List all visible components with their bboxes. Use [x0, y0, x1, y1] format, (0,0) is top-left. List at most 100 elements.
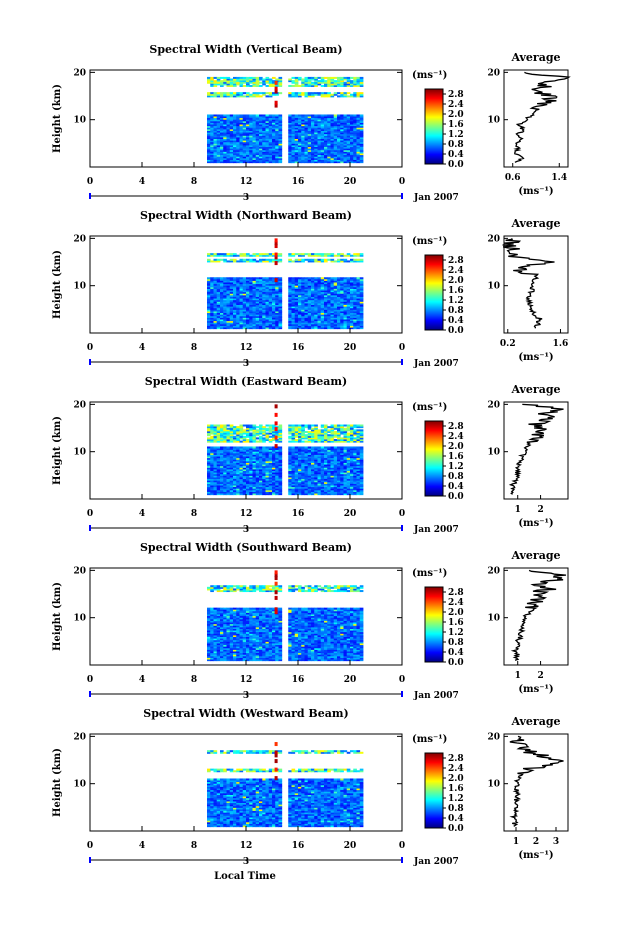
heatmap-cell	[298, 320, 302, 323]
heatmap-cell	[216, 124, 221, 127]
heatmap-cell	[262, 430, 266, 433]
heatmap-cell	[346, 254, 351, 257]
heatmap-cell	[223, 301, 227, 304]
heatmap-cell	[220, 146, 224, 149]
heatmap-cell	[291, 480, 296, 483]
heatmap-cell	[236, 472, 240, 475]
heatmap-cell	[275, 452, 279, 455]
heatmap-cell	[246, 124, 250, 127]
heatmap-cell	[268, 424, 273, 427]
heatmap-cell	[311, 325, 315, 328]
heatmap-cell	[249, 486, 253, 489]
heatmap-cell	[301, 478, 305, 481]
heatmap-cell	[226, 159, 231, 162]
heatmap-cell	[216, 151, 221, 154]
heatmap-cell	[226, 153, 231, 156]
heatmap-cell	[220, 140, 224, 143]
heatmap-cell	[262, 477, 266, 480]
heatmap-cell	[213, 153, 218, 156]
heatmap-cell	[236, 312, 240, 315]
heatmap-cell	[301, 435, 305, 438]
heatmap-cell	[242, 288, 247, 291]
heatmap-cell	[265, 470, 270, 473]
heatmap-cell	[272, 465, 276, 468]
heatmap-cell	[236, 299, 240, 302]
heatmap-cell	[249, 116, 253, 119]
heatmap-cell	[359, 117, 364, 120]
heatmap-cell	[259, 456, 263, 459]
heatmap-cell	[275, 481, 279, 484]
heatmap-cell	[259, 475, 263, 478]
heatmap-cell	[304, 327, 309, 330]
heatmap-cell	[226, 278, 231, 281]
heatmap-cell	[298, 306, 302, 309]
heatmap-cell	[216, 481, 221, 484]
heatmap-cell	[314, 451, 318, 454]
heatmap-cell	[242, 125, 247, 128]
heatmap-cell	[233, 440, 237, 443]
heatmap-cell	[207, 296, 211, 299]
heatmap-cell	[239, 151, 244, 154]
heatmap-cell	[216, 306, 221, 309]
heatmap-cell	[346, 291, 351, 294]
heatmap-cell	[346, 117, 351, 120]
heatmap-cell	[298, 465, 302, 468]
heatmap-cell	[314, 303, 318, 306]
heatmap-cell	[307, 130, 312, 133]
heatmap-cell	[356, 156, 361, 159]
heatmap-cell	[210, 293, 214, 296]
heatmap-cell	[262, 258, 266, 261]
heatmap-cell	[343, 277, 348, 280]
heatmap-cell	[356, 319, 361, 322]
heatmap-cell	[223, 148, 227, 151]
heatmap-cell	[265, 459, 270, 462]
heatmap-cell	[350, 133, 354, 136]
heatmap-cell	[311, 128, 315, 131]
heatmap-cell	[311, 148, 315, 151]
heatmap-cell	[210, 161, 214, 164]
heatmap-cell	[213, 488, 218, 491]
heatmap-cell	[220, 157, 224, 160]
heatmap-cell	[259, 320, 263, 323]
heatmap-cell	[346, 282, 351, 285]
heatmap-cell	[207, 454, 211, 457]
heatmap-cell	[213, 470, 218, 473]
heatmap-cell	[233, 254, 237, 257]
heatmap-cell	[249, 151, 253, 154]
heatmap-cell	[220, 116, 224, 119]
heatmap-cell	[233, 312, 237, 315]
heatmap-cell	[255, 80, 260, 83]
heatmap-cell	[346, 119, 351, 122]
heatmap-cell	[278, 254, 283, 257]
heatmap-cell	[356, 76, 361, 79]
heatmap-cell	[333, 293, 338, 296]
heatmap-cell	[307, 439, 312, 442]
heatmap-cell	[223, 311, 227, 314]
heatmap-cell	[324, 135, 328, 138]
heatmap-cell	[259, 92, 263, 95]
heatmap-cell	[301, 314, 305, 317]
heatmap-cell	[320, 319, 325, 322]
heatmap-cell	[291, 478, 296, 481]
heatmap-cell	[294, 133, 299, 136]
heatmap-cell	[311, 298, 315, 301]
heatmap-cell	[242, 429, 247, 432]
heatmap-cell	[340, 312, 344, 315]
heatmap-cell	[223, 489, 227, 492]
heatmap-cell	[265, 304, 270, 307]
heatmap-cell	[356, 157, 361, 160]
heatmap-cell	[298, 303, 302, 306]
heatmap-cell	[262, 303, 266, 306]
heatmap-cell	[265, 429, 270, 432]
heatmap-cell	[314, 83, 318, 86]
heatmap-cell	[272, 437, 276, 440]
heatmap-cell	[356, 135, 361, 138]
heatmap-cell	[304, 469, 309, 472]
heatmap-cell	[294, 439, 299, 442]
heatmap-cell	[327, 320, 331, 323]
heatmap-cell	[272, 298, 276, 301]
heatmap-cell	[236, 83, 240, 86]
heatmap-cell	[304, 483, 309, 486]
heatmap-cell	[226, 480, 231, 483]
heatmap-cell	[272, 282, 276, 285]
